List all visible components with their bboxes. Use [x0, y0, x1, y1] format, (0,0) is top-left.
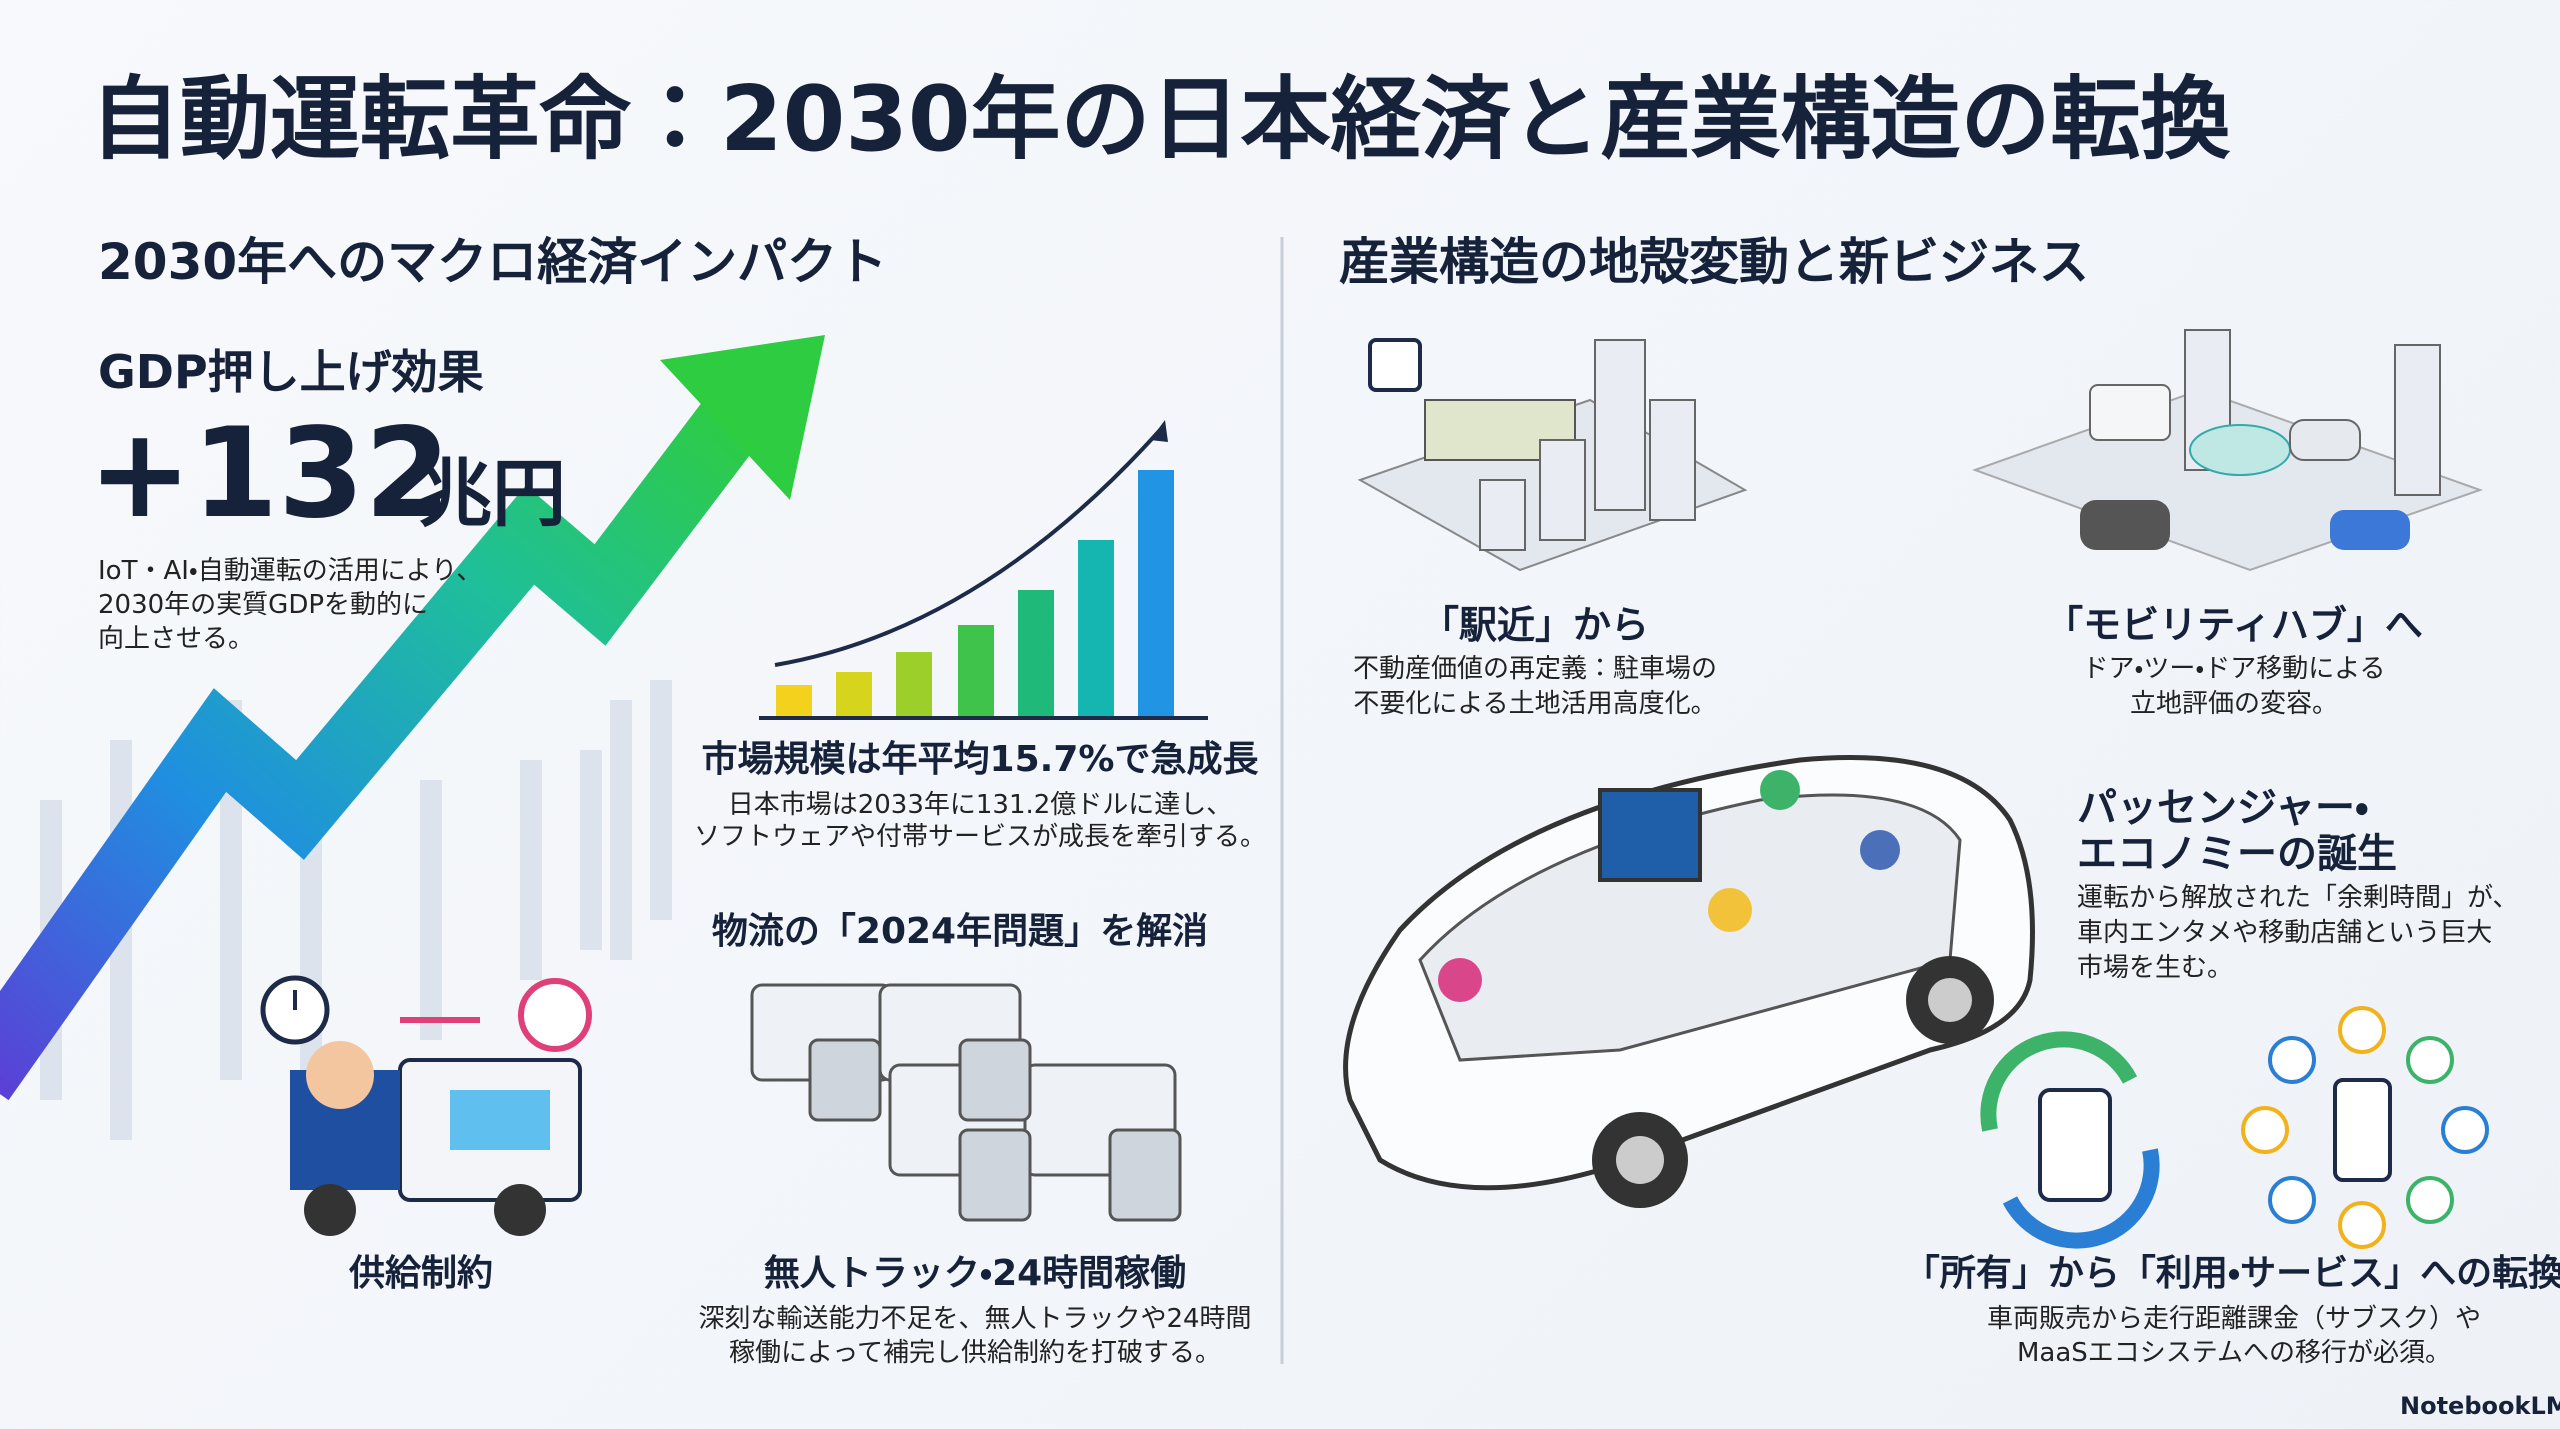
maas-illustration — [1980, 1006, 2489, 1249]
ownership-description: 車両販売から走行距離課金（サブスク）や — [1986, 1304, 2482, 1334]
passenger-title: エコノミーの誕生 — [2077, 831, 2397, 877]
passenger-title: パッセンジャー・ — [2077, 785, 2369, 831]
market-description: 日本市場は2033年に131.2億ドルに達し、 — [727, 790, 1233, 820]
growth-arrow — [0, 335, 825, 1101]
trucks-description: 深刻な輸送能力不足を、無人トラックや24時間 — [698, 1304, 1252, 1334]
gdp-label: GDP押し上げ効果 — [98, 345, 484, 399]
market-description: ソフトウェアや付帯サービスが成長を牽引する。 — [693, 822, 1267, 852]
hub-description: 立地評価の変容。 — [2129, 689, 2339, 719]
station-title: 「駅近」から — [1420, 603, 1650, 647]
car-illustration — [1343, 755, 2035, 1208]
ownership-description: MaaSエコシステムへの移行が必須。 — [2016, 1338, 2452, 1368]
gdp-value: +132 — [88, 402, 451, 546]
station-description: 不動産価値の再定義：駐車場の — [1352, 654, 1718, 684]
station-illustration — [1357, 338, 1748, 572]
passenger-description: 運転から解放された「余剰時間」が、 — [2077, 883, 2519, 913]
passenger-description: 市場を生む。 — [2077, 953, 2234, 983]
gdp-description: 2030年の実質GDPを動的に — [98, 590, 429, 620]
trucks-description: 稼働によって補完し供給制約を打破する。 — [729, 1338, 1221, 1368]
market-title: 市場規模は年平均15.7%で急成長 — [701, 739, 1259, 780]
background-bars — [40, 680, 672, 1140]
market-bar-chart — [759, 420, 1208, 720]
hub-title: 「モビリティハブ」へ — [2045, 603, 2423, 647]
supply-label: 供給制約 — [348, 1253, 494, 1294]
gdp-description: 向上させる。 — [98, 624, 255, 654]
section-heading: 2030年へのマクロ経済インパクト — [98, 233, 888, 291]
hub-description: ドア・ツー・ドア移動による — [2082, 654, 2386, 684]
ownership-title: 「所有」から「利用・サービス」への転換 — [1903, 1253, 2560, 1294]
station-description: 不要化による土地活用高度化。 — [1353, 689, 1717, 719]
passenger-description: 車内エンタメや移動店舗という巨大 — [2077, 918, 2493, 948]
gdp-description: IoT・AI・自動運転の活用により、 — [98, 556, 483, 586]
trucks-illustration — [750, 983, 1182, 1222]
supply-illustration — [260, 975, 592, 1236]
trucks-title: 無人トラック・24時間稼働 — [763, 1253, 1187, 1294]
section-heading: 産業構造の地殻変動と新ビジネス — [1339, 233, 2089, 291]
title: 自動運転革命：2030年の日本経済と産業構造の転換 — [90, 67, 2231, 172]
hub-illustration — [1972, 329, 2484, 572]
gdp-unit: 兆円 — [418, 451, 566, 537]
brand: NotebookLM — [2400, 1392, 2560, 1420]
logistics-title: 物流の「2024年問題」を解消 — [711, 911, 1209, 952]
